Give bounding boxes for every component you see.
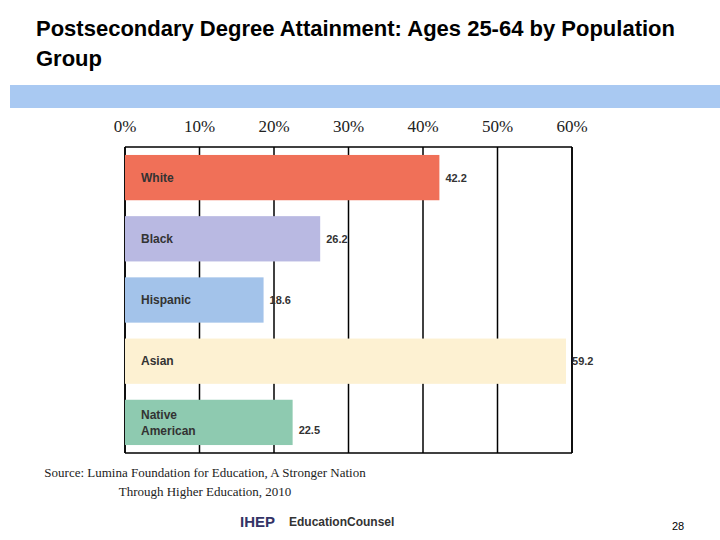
category-label-line: Native xyxy=(141,408,177,422)
bar xyxy=(125,216,320,261)
data-label: 59.2 xyxy=(572,355,593,367)
category-label: White xyxy=(141,171,174,185)
logos: IHEP EducationCounsel xyxy=(240,512,408,530)
tick-label: 60% xyxy=(556,117,587,136)
data-label: 18.6 xyxy=(270,294,291,306)
bar xyxy=(125,277,264,322)
logo: IHEP xyxy=(240,513,275,530)
frame-right xyxy=(571,147,573,453)
source-note: Source: Lumina Foundation for Education,… xyxy=(40,463,370,501)
bars xyxy=(125,155,566,445)
data-label: 42.2 xyxy=(445,172,466,184)
category-label: Native American xyxy=(141,408,196,438)
labels: White 42.2 Black 26.2 Hispanic 18.6 Asian 59.2 N… xyxy=(141,171,593,439)
tick-label: 20% xyxy=(258,117,289,136)
logo: EducationCounsel xyxy=(289,515,394,529)
page-number: 28 xyxy=(672,520,684,532)
category-label: Asian xyxy=(141,354,174,368)
category-label: Black xyxy=(141,232,173,246)
chart: 0% 10% 20% 30% 40% 50% 60% White 42.2 Black 26.2 Hi… xyxy=(0,0,720,540)
bar xyxy=(125,339,566,384)
tick-label: 0% xyxy=(114,117,137,136)
category-label-line: American xyxy=(141,424,196,438)
tick-label: 10% xyxy=(184,117,215,136)
tick-label: 30% xyxy=(333,117,364,136)
grid-line xyxy=(571,147,573,453)
grid-line xyxy=(497,147,499,453)
title: Postsecondary Degree Attainment: Ages 25… xyxy=(36,14,676,74)
slide: 0% 10% 20% 30% 40% 50% 60% White 42.2 Black 26.2 Hi… xyxy=(0,0,720,540)
frame-top xyxy=(125,146,572,148)
frame-bottom xyxy=(125,452,572,454)
tick-label: 40% xyxy=(407,117,438,136)
bar xyxy=(125,155,439,200)
data-label: 22.5 xyxy=(299,424,320,436)
category-label: Hispanic xyxy=(141,293,191,307)
bar xyxy=(125,400,293,445)
tick-label: 50% xyxy=(482,117,513,136)
data-label: 26.2 xyxy=(326,233,347,245)
header-band xyxy=(10,85,720,108)
